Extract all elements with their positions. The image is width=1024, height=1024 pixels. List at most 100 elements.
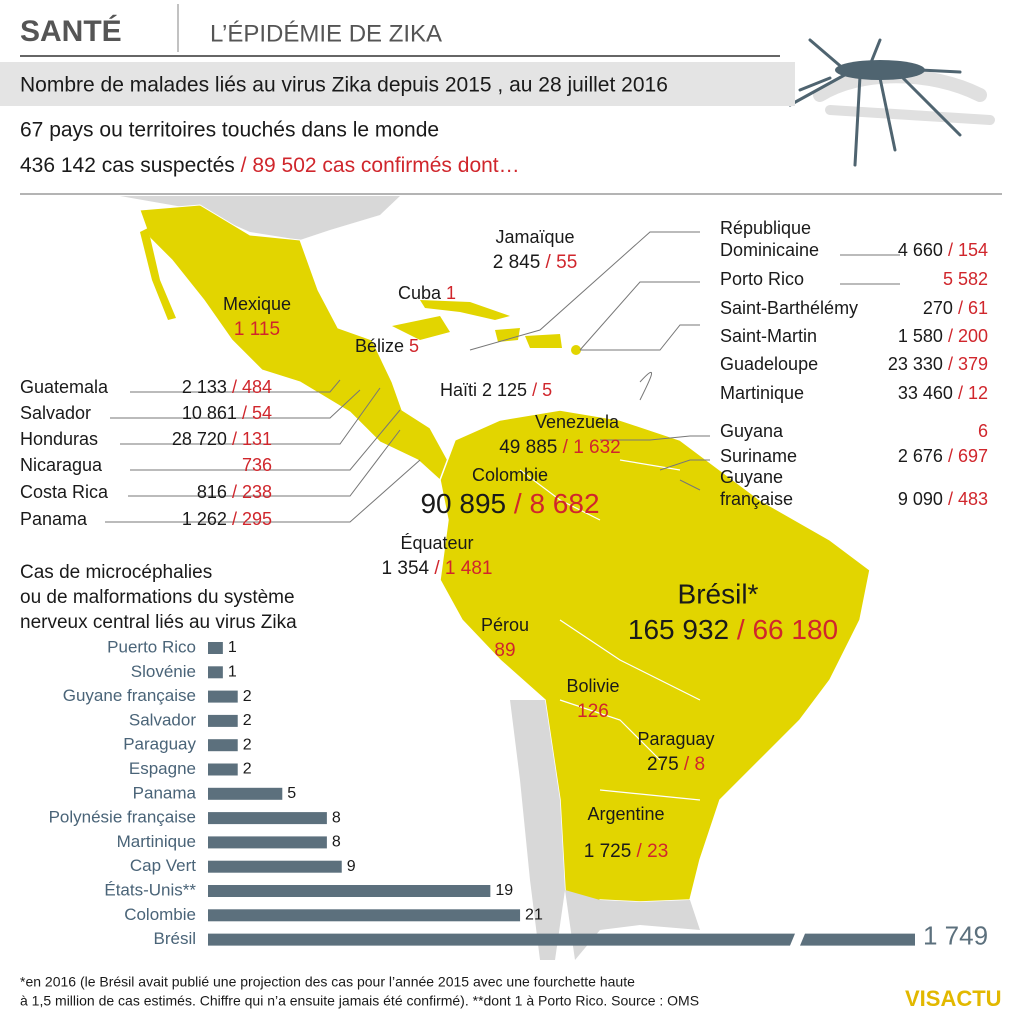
value-label: 1 749 xyxy=(923,920,988,950)
bar xyxy=(208,812,327,825)
case-counts: 2 845 / 55 xyxy=(493,252,578,273)
confirmed-cases: 484 xyxy=(242,377,272,397)
place-name: Cuba xyxy=(398,283,442,303)
suspected-cases: 270 xyxy=(923,298,953,318)
place-name: Panama xyxy=(20,509,88,529)
confirmed-cases: 1 632 xyxy=(573,437,621,458)
value-label: 1 xyxy=(228,639,237,656)
stat-suspected: 436 142 cas suspectés xyxy=(20,154,235,177)
suspected-cases: 2 125 xyxy=(482,380,527,400)
stat-cases: 436 142 cas suspectés / 89 502 cas confi… xyxy=(20,154,520,177)
place-name: Brésil* xyxy=(678,578,759,609)
bar xyxy=(208,642,223,654)
category-label: Slovénie xyxy=(131,662,196,681)
footnote: à 1,5 million de cas estimés. Chiffre qu… xyxy=(20,993,699,1009)
case-counts: 10 861 / 54 xyxy=(182,403,272,423)
suspected-cases: 23 330 xyxy=(888,354,943,374)
confirmed-cases: 61 xyxy=(968,298,988,318)
case-counts: 4 660 / 154 xyxy=(898,240,988,260)
confirmed-cases: 126 xyxy=(577,701,609,722)
separator: / xyxy=(943,489,958,509)
bar xyxy=(208,666,223,679)
confirmed-cases: 23 xyxy=(647,841,668,862)
case-counts: 1 115 xyxy=(234,319,280,340)
suspected-cases: 10 861 xyxy=(182,403,237,423)
bar xyxy=(208,739,238,752)
category-label: États-Unis** xyxy=(104,880,196,899)
category-label: Polynésie française xyxy=(49,808,196,827)
confirmed-cases: 736 xyxy=(242,455,272,475)
suspected-cases: 1 262 xyxy=(182,509,227,529)
confirmed-cases: 54 xyxy=(252,403,272,423)
case-counts: 6 xyxy=(978,421,988,441)
place-name: Saint-Barthélémy xyxy=(720,298,858,318)
bar xyxy=(208,690,238,703)
suspected-cases: 90 895 xyxy=(420,488,506,519)
bar xyxy=(208,714,238,727)
map-label: Haïti 2 125 / 5 xyxy=(440,380,552,400)
stat-confirmed: 89 502 cas confirmés dont… xyxy=(252,154,519,177)
category-label: Martinique xyxy=(117,832,196,851)
category-label: Panama xyxy=(133,783,197,802)
place-name: Bélize xyxy=(355,336,404,356)
subtitle-band xyxy=(0,62,795,106)
case-counts: 28 720 / 131 xyxy=(172,429,272,449)
place-name: Argentine xyxy=(587,804,664,824)
confirmed-cases: 379 xyxy=(958,354,988,374)
confirmed-cases: 131 xyxy=(242,429,272,449)
case-counts: 90 895 / 8 682 xyxy=(420,488,599,519)
suspected-cases: 4 660 xyxy=(898,240,943,260)
case-counts: 2 133 / 484 xyxy=(182,377,272,397)
place-name: Colombie xyxy=(472,465,548,485)
separator: / xyxy=(237,403,252,423)
category-label: Puerto Rico xyxy=(107,637,196,656)
separator: / xyxy=(540,252,556,273)
separator: / xyxy=(227,429,242,449)
case-counts: 23 330 / 379 xyxy=(888,354,988,374)
bar xyxy=(208,787,283,800)
place-name: Salvador xyxy=(20,403,91,423)
separator: / xyxy=(679,754,695,775)
value-label: 2 xyxy=(243,712,252,729)
place-name: République xyxy=(720,218,811,238)
map xyxy=(120,196,871,960)
place-name: Guatemala xyxy=(20,377,109,397)
case-counts: 1 725 / 23 xyxy=(584,841,669,862)
place-name: Dominicaine xyxy=(720,240,819,260)
mosquito-icon xyxy=(788,38,995,167)
place-name: Nicaragua xyxy=(20,455,103,475)
separator: / xyxy=(943,354,958,374)
confirmed-cases: 66 180 xyxy=(752,614,838,645)
separator: / xyxy=(557,437,573,458)
case-counts: 5 582 xyxy=(943,269,988,289)
leader-lines xyxy=(105,231,900,523)
confirmed-cases: 697 xyxy=(958,446,988,466)
suspected-cases: 165 932 xyxy=(628,614,729,645)
place-name: Costa Rica xyxy=(20,482,109,502)
place-name: Bolivie xyxy=(566,676,619,696)
separator: / xyxy=(953,383,968,403)
stat-separator: / xyxy=(235,154,253,177)
footnote: *en 2016 (le Brésil avait publié une pro… xyxy=(20,974,635,990)
place-name: Mexique xyxy=(223,294,291,314)
suspected-cases: 1 580 xyxy=(898,326,943,346)
separator: / xyxy=(943,326,958,346)
place-name: Pérou xyxy=(481,615,529,635)
confirmed-cases: 5 xyxy=(409,336,419,356)
bar xyxy=(208,933,795,946)
suspected-cases: 816 xyxy=(197,482,227,502)
separator: / xyxy=(631,841,647,862)
suspected-cases: 28 720 xyxy=(172,429,227,449)
value-label: 5 xyxy=(287,785,296,802)
place-name: Guyana xyxy=(720,421,784,441)
case-counts: 275 / 8 xyxy=(647,754,705,775)
case-counts: 1 580 / 200 xyxy=(898,326,988,346)
value-label: 8 xyxy=(332,834,341,851)
confirmed-cases: 483 xyxy=(958,489,988,509)
category-label: Guyane française xyxy=(63,686,196,705)
place-name: Porto Rico xyxy=(720,269,804,289)
suspected-cases: 2 133 xyxy=(182,377,227,397)
